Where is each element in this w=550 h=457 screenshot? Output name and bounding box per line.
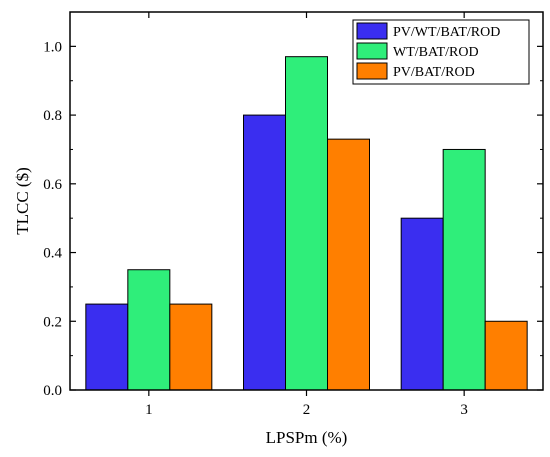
legend-swatch bbox=[356, 62, 388, 80]
y-tick-label: 0.8 bbox=[43, 108, 62, 124]
x-tick-label: 1 bbox=[145, 402, 153, 418]
bar-series-1-category-2 bbox=[243, 114, 286, 391]
y-tick-label: 0.0 bbox=[43, 383, 62, 399]
legend-label: WT/BAT/ROD bbox=[393, 45, 479, 60]
bar-series-3-category-2 bbox=[327, 138, 370, 391]
legend-label: PV/BAT/ROD bbox=[393, 65, 475, 80]
bar-series-3-category-1 bbox=[169, 303, 213, 391]
bar-series-2-category-2 bbox=[285, 56, 328, 391]
x-tick-label: 3 bbox=[460, 402, 468, 418]
x-axis-title: LPSPm (%) bbox=[266, 428, 348, 447]
bar-series-1-category-1 bbox=[85, 303, 129, 391]
y-tick-label: 0.2 bbox=[43, 314, 62, 330]
bar-series-3-category-3 bbox=[484, 320, 528, 391]
legend-swatch bbox=[356, 42, 388, 60]
legend-swatch bbox=[356, 22, 388, 40]
legend-label: PV/WT/BAT/ROD bbox=[393, 25, 500, 40]
axis-layer: 0.0 0.2 0.4 0.6 0.8 1.0 1 2 3 bbox=[43, 12, 543, 418]
y-tick-label: 0.6 bbox=[43, 177, 62, 193]
bar-series-2-category-1 bbox=[127, 269, 171, 391]
y-axis-title: TLCC ($) bbox=[13, 167, 32, 235]
bars-layer bbox=[85, 56, 528, 391]
y-tick-label: 0.4 bbox=[43, 246, 62, 262]
x-tick-label: 2 bbox=[303, 402, 311, 418]
bar-series-2-category-3 bbox=[442, 148, 486, 391]
legend: PV/WT/BAT/ROD WT/BAT/ROD PV/BAT/ROD bbox=[352, 19, 530, 85]
bar-series-1-category-3 bbox=[400, 217, 444, 391]
y-tick-label: 1.0 bbox=[43, 39, 62, 55]
